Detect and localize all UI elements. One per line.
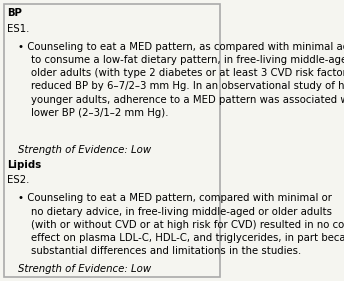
- Text: Strength of Evidence: Low: Strength of Evidence: Low: [18, 264, 151, 274]
- FancyBboxPatch shape: [3, 4, 220, 277]
- Text: • Counseling to eat a MED pattern, compared with minimal or
    no dietary advic: • Counseling to eat a MED pattern, compa…: [18, 193, 344, 256]
- Text: Strength of Evidence: Low: Strength of Evidence: Low: [18, 145, 151, 155]
- Text: Lipids: Lipids: [7, 160, 41, 170]
- Text: ES2.: ES2.: [7, 175, 29, 185]
- Text: ES1.: ES1.: [7, 24, 29, 34]
- Text: BP: BP: [7, 8, 22, 18]
- Text: • Counseling to eat a MED pattern, as compared with minimal advice
    to consum: • Counseling to eat a MED pattern, as co…: [18, 42, 344, 118]
